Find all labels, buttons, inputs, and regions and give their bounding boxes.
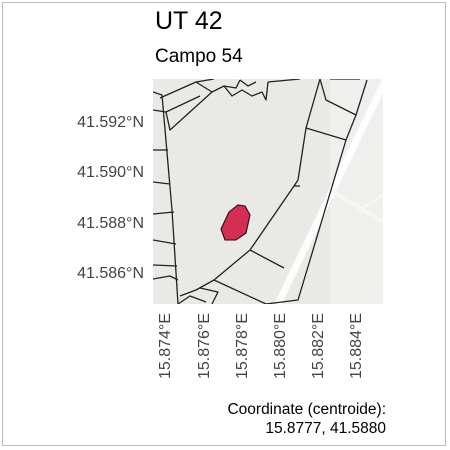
field-polygon [220, 204, 251, 241]
x-tick-label: 15.876°E [196, 313, 213, 380]
centroid-label: Coordinate (centroide): [227, 401, 386, 418]
map-title: UT 42 [155, 7, 223, 35]
road-faint-2 [359, 193, 383, 212]
road-faint [328, 188, 383, 224]
x-tick-label: 15.882°E [310, 313, 327, 380]
y-tick-label: 41.586°N [77, 265, 144, 282]
y-tick-label: 41.590°N [77, 164, 144, 181]
x-tick-label: 15.884°E [348, 313, 365, 380]
x-tick-label: 15.874°E [157, 313, 174, 380]
y-tick-label: 41.588°N [77, 215, 144, 232]
figure-frame [2, 2, 446, 446]
y-tick-label: 41.592°N [77, 114, 144, 131]
x-tick-label: 15.878°E [234, 313, 251, 380]
map-subtitle: Campo 54 [155, 46, 243, 67]
parcel-boundaries [153, 79, 368, 304]
centroid-caption: Coordinate (centroide): 15.8777, 41.5880 [227, 400, 386, 438]
right-terrain [330, 79, 383, 304]
centroid-value: 15.8777, 41.5880 [265, 420, 386, 437]
x-tick-label: 15.880°E [272, 313, 289, 380]
